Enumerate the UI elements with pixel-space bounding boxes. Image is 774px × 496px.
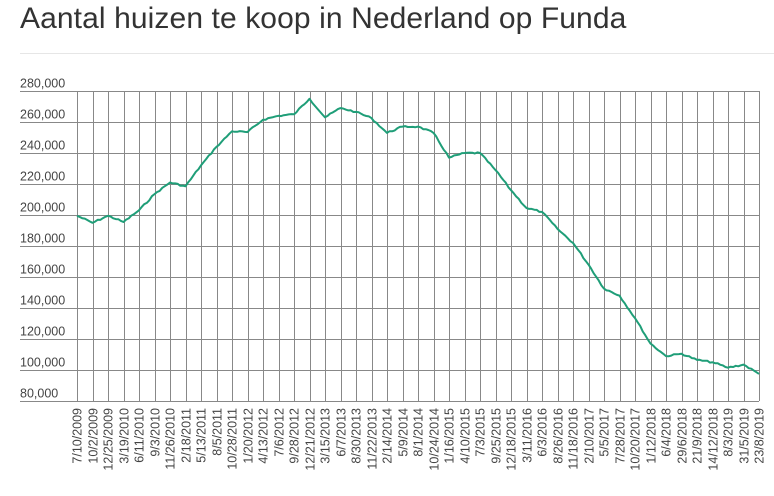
x-tick-label: 1/16/2015 bbox=[443, 408, 457, 464]
y-tick-label: 260,000 bbox=[20, 108, 65, 122]
x-tick-label: 5/5/2017 bbox=[598, 408, 612, 457]
x-tick-label: 8/30/2013 bbox=[350, 408, 364, 464]
y-tick-label: 80,000 bbox=[20, 387, 58, 401]
x-tick-label: 29/6/2018 bbox=[676, 408, 690, 464]
x-tick-label: 1/20/2012 bbox=[242, 408, 256, 464]
x-axis-labels: 7/10/2009 10/2/2009 12/25/2009 3/19/2010 6/1… bbox=[71, 408, 767, 471]
x-tick-label: 11/18/2016 bbox=[567, 408, 581, 470]
x-tick-label: 2/10/2017 bbox=[583, 408, 597, 464]
x-tick-label: 8/3/2019 bbox=[722, 408, 736, 457]
x-tick-label: 7/10/2009 bbox=[71, 408, 85, 464]
y-tick-label: 120,000 bbox=[20, 325, 65, 339]
x-tick-label: 9/3/2010 bbox=[149, 408, 163, 457]
horizontal-gridlines bbox=[20, 91, 759, 402]
y-tick-label: 220,000 bbox=[20, 170, 65, 184]
x-tick-label: 12/18/2015 bbox=[505, 408, 519, 471]
x-tick-label: 2/18/2011 bbox=[180, 408, 194, 463]
x-tick-label: 7/6/2012 bbox=[273, 408, 287, 457]
x-tick-label: 3/19/2010 bbox=[118, 408, 132, 464]
x-tick-label: 9/28/2012 bbox=[288, 408, 302, 464]
x-tick-label: 31/5/2019 bbox=[738, 408, 752, 464]
x-tick-label: 7/28/2017 bbox=[614, 408, 628, 464]
y-tick-label: 280,000 bbox=[20, 77, 65, 91]
chart-title: Aantal huizen te koop in Nederland op Fu… bbox=[20, 2, 627, 35]
x-tick-label: 8/1/2014 bbox=[412, 408, 426, 457]
x-tick-label: 21/9/2018 bbox=[691, 408, 705, 464]
y-tick-label: 140,000 bbox=[20, 294, 65, 308]
x-tick-label: 3/15/2013 bbox=[319, 408, 333, 464]
x-tick-label: 10/24/2014 bbox=[428, 408, 442, 471]
x-tick-label: 6/3/2016 bbox=[536, 408, 550, 457]
x-tick-label: 8/26/2016 bbox=[552, 408, 566, 464]
x-tick-label: 12/21/2012 bbox=[304, 408, 318, 471]
vertical-gridlines bbox=[77, 91, 760, 401]
x-tick-label: 10/2/2009 bbox=[87, 408, 101, 464]
y-tick-label: 200,000 bbox=[20, 201, 65, 215]
x-tick-label: 14/12/2018 bbox=[707, 408, 721, 471]
x-tick-label: 11/26/2010 bbox=[164, 408, 178, 470]
x-tick-label: 12/25/2009 bbox=[102, 408, 116, 471]
x-tick-label: 5/13/2011 bbox=[195, 408, 209, 463]
x-tick-label: 10/20/2017 bbox=[629, 408, 643, 471]
y-tick-label: 240,000 bbox=[20, 139, 65, 153]
title-divider bbox=[20, 53, 774, 54]
y-tick-label: 160,000 bbox=[20, 263, 65, 277]
x-tick-label: 5/9/2014 bbox=[397, 408, 411, 457]
x-tick-label: 23/8/2019 bbox=[753, 408, 767, 464]
x-tick-label: 6/7/2013 bbox=[335, 408, 349, 457]
x-tick-label: 9/25/2015 bbox=[490, 408, 504, 464]
y-tick-label: 180,000 bbox=[20, 232, 65, 246]
series-line bbox=[76, 97, 760, 375]
x-tick-label: 4/10/2015 bbox=[459, 408, 473, 464]
y-tick-label: 100,000 bbox=[20, 356, 65, 370]
x-tick-label: 1/12/2018 bbox=[645, 408, 659, 464]
x-tick-label: 4/13/2012 bbox=[257, 408, 271, 464]
x-tick-label: 6/11/2010 bbox=[133, 408, 147, 463]
x-tick-label: 10/28/2011 bbox=[226, 408, 240, 470]
x-tick-label: 2/14/2014 bbox=[381, 408, 395, 464]
y-axis-labels: 280,000 260,000 240,000 220,000 200,000 180,0… bbox=[20, 77, 65, 401]
x-tick-label: 7/3/2015 bbox=[474, 408, 488, 457]
x-tick-label: 11/22/2013 bbox=[366, 408, 380, 470]
x-tick-label: 6/4/2018 bbox=[660, 408, 674, 457]
x-tick-label: 3/11/2016 bbox=[521, 408, 535, 463]
x-tick-label: 8/5/2011 bbox=[211, 408, 225, 456]
